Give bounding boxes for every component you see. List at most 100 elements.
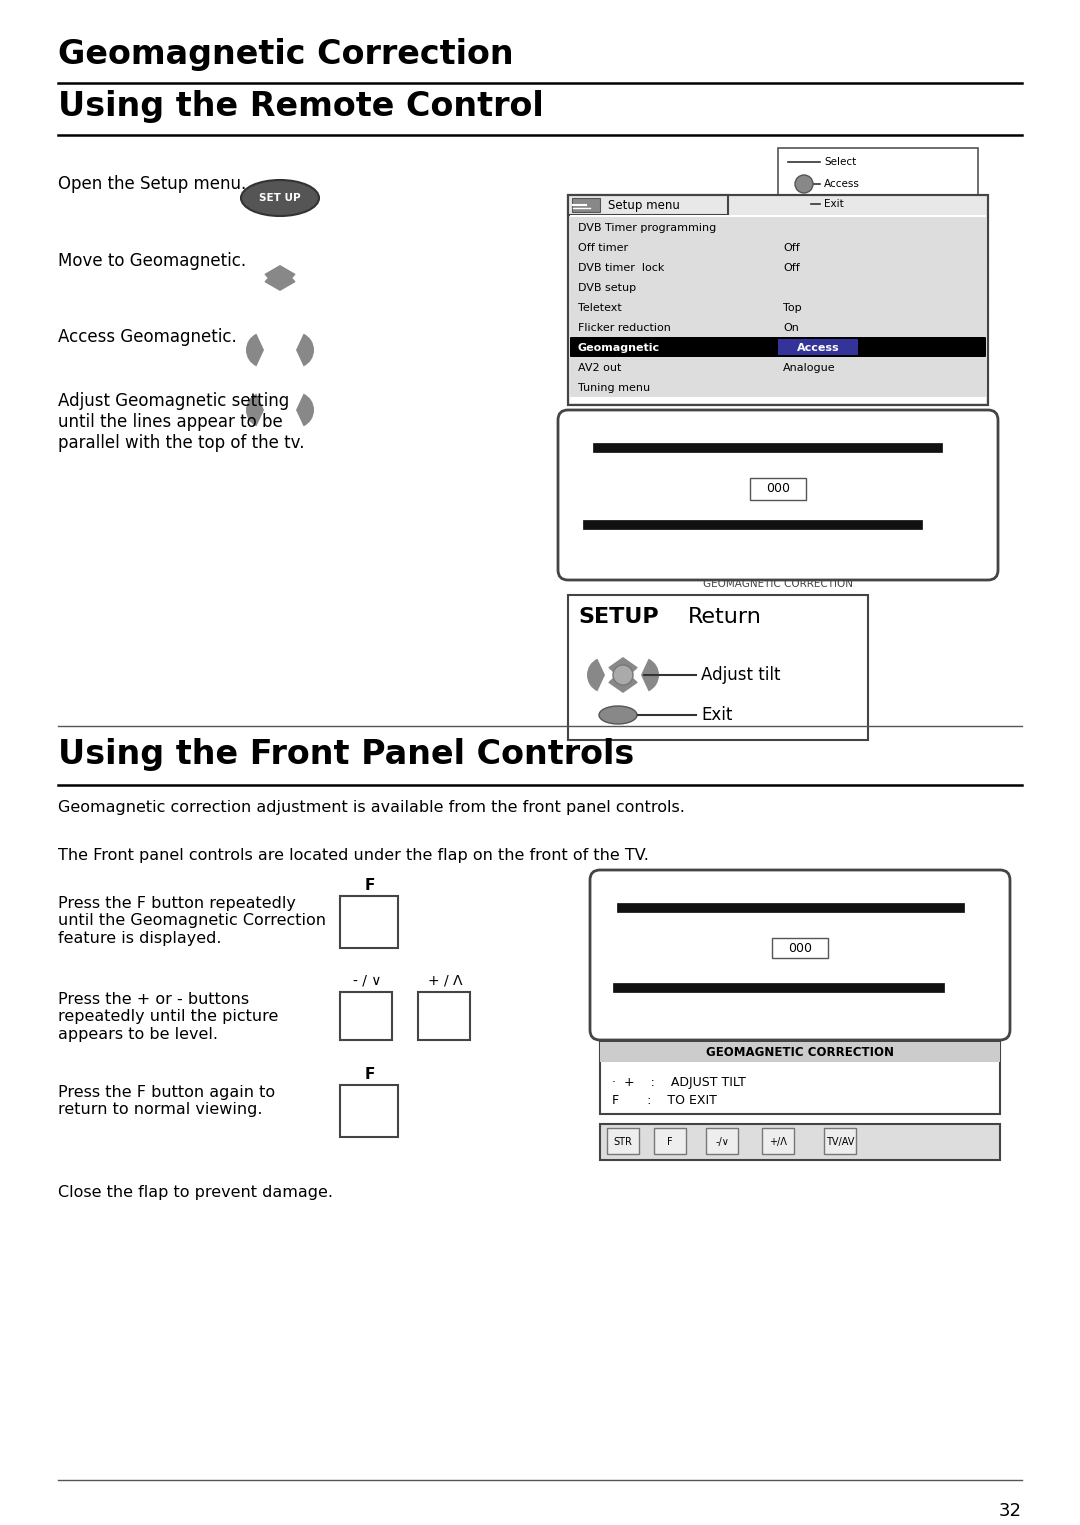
Text: Using the Front Panel Controls: Using the Front Panel Controls [58,738,634,772]
Wedge shape [588,659,605,691]
Text: Analogue: Analogue [783,363,836,374]
Text: Move to Geomagnetic.: Move to Geomagnetic. [58,252,246,270]
FancyBboxPatch shape [340,991,392,1040]
Text: Teletext: Teletext [578,303,622,313]
Wedge shape [296,393,314,427]
Text: 000: 000 [766,482,789,496]
FancyBboxPatch shape [706,1128,738,1154]
Text: Tuning menu: Tuning menu [578,383,650,393]
FancyBboxPatch shape [568,195,988,406]
Ellipse shape [599,706,637,724]
Wedge shape [608,676,638,692]
FancyBboxPatch shape [570,337,986,357]
Text: Return: Return [688,607,761,627]
FancyBboxPatch shape [600,1042,1000,1113]
Text: F       :    TO EXIT: F : TO EXIT [612,1093,717,1107]
FancyBboxPatch shape [772,938,828,958]
Text: GEOMAGNETIC CORRECTION: GEOMAGNETIC CORRECTION [706,1046,894,1058]
FancyBboxPatch shape [568,195,728,215]
FancyBboxPatch shape [570,337,986,357]
Text: Exit: Exit [701,706,732,724]
Text: ·  +    :    ADJUST TILT: · + : ADJUST TILT [612,1077,746,1089]
Text: F: F [667,1138,673,1147]
Text: Off timer: Off timer [578,242,629,253]
FancyBboxPatch shape [570,258,986,278]
Text: Geomagnetic Correction: Geomagnetic Correction [58,38,514,72]
Wedge shape [608,657,638,676]
FancyBboxPatch shape [600,1124,1000,1161]
Wedge shape [642,659,659,691]
Text: Press the F button repeatedly
until the Geomagnetic Correction
feature is displa: Press the F button repeatedly until the … [58,897,326,946]
Wedge shape [265,265,296,284]
Text: Flicker reduction: Flicker reduction [578,323,671,332]
Text: -/∨: -/∨ [715,1138,729,1147]
Wedge shape [265,273,296,291]
Text: Select: Select [824,157,856,168]
Text: Access: Access [797,343,839,352]
FancyBboxPatch shape [778,339,858,355]
Text: Geomagnetic: Geomagnetic [578,343,660,352]
FancyBboxPatch shape [570,297,986,317]
Text: +/Λ: +/Λ [769,1138,787,1147]
Circle shape [613,665,633,685]
FancyBboxPatch shape [340,1084,399,1138]
FancyBboxPatch shape [570,317,986,337]
Text: Open the Setup menu.: Open the Setup menu. [58,175,246,194]
Text: Access: Access [824,178,860,189]
FancyBboxPatch shape [570,278,986,297]
Text: + / Λ: + / Λ [428,974,462,988]
Text: F: F [365,1068,375,1083]
FancyBboxPatch shape [568,595,868,740]
FancyBboxPatch shape [607,1128,639,1154]
Text: STR: STR [613,1138,633,1147]
Text: Setup menu: Setup menu [608,198,680,212]
Text: TV/AV: TV/AV [826,1138,854,1147]
Text: Access Geomagnetic.: Access Geomagnetic. [58,328,237,346]
Text: DVB timer  lock: DVB timer lock [578,262,664,273]
Text: The Front panel controls are located under the flap on the front of the TV.: The Front panel controls are located und… [58,848,649,863]
FancyBboxPatch shape [590,869,1010,1040]
Wedge shape [296,334,314,366]
FancyBboxPatch shape [570,377,986,396]
FancyBboxPatch shape [600,1042,1000,1061]
Text: Off: Off [783,262,800,273]
FancyBboxPatch shape [572,198,600,212]
FancyBboxPatch shape [570,217,986,236]
Text: Top: Top [783,303,801,313]
FancyBboxPatch shape [654,1128,686,1154]
FancyBboxPatch shape [570,215,986,403]
Text: Using the Remote Control: Using the Remote Control [58,90,543,124]
Text: GEOMAGNETIC CORRECTION: GEOMAGNETIC CORRECTION [703,580,853,589]
Text: AV2 out: AV2 out [578,363,621,374]
FancyBboxPatch shape [570,357,986,377]
FancyBboxPatch shape [750,477,806,500]
FancyBboxPatch shape [778,148,978,220]
Text: 000: 000 [788,941,812,955]
Ellipse shape [789,198,811,209]
FancyBboxPatch shape [570,236,986,258]
Wedge shape [246,393,264,427]
FancyBboxPatch shape [340,897,399,949]
Text: Adjust tilt: Adjust tilt [701,666,781,685]
Wedge shape [246,334,264,366]
FancyBboxPatch shape [418,991,470,1040]
Text: Geomagnetic correction adjustment is available from the front panel controls.: Geomagnetic correction adjustment is ava… [58,801,685,814]
Text: Exit: Exit [824,198,843,209]
Text: Adjust Geomagnetic setting
until the lines appear to be
parallel with the top of: Adjust Geomagnetic setting until the lin… [58,392,305,451]
Text: Off: Off [783,242,800,253]
Text: - / ∨: - / ∨ [353,974,381,988]
Text: SET UP: SET UP [259,194,301,203]
Text: F: F [365,878,375,894]
FancyBboxPatch shape [558,410,998,580]
Text: On: On [783,323,799,332]
Text: 32: 32 [999,1502,1022,1520]
Circle shape [795,175,813,194]
FancyBboxPatch shape [824,1128,856,1154]
Text: Close the flap to prevent damage.: Close the flap to prevent damage. [58,1185,333,1200]
Text: Press the F button again to
return to normal viewing.: Press the F button again to return to no… [58,1084,275,1118]
Text: DVB setup: DVB setup [578,284,636,293]
Text: DVB Timer programming: DVB Timer programming [578,223,716,233]
Text: Press the + or - buttons
repeatedly until the picture
appears to be level.: Press the + or - buttons repeatedly unti… [58,991,279,1042]
Text: SETUP: SETUP [578,607,659,627]
FancyBboxPatch shape [762,1128,794,1154]
